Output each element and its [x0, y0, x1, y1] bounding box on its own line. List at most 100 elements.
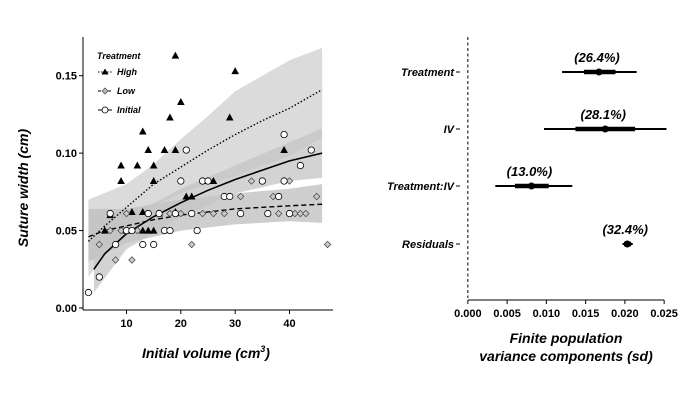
forest-x-axis-title-line1: Finite population: [510, 330, 623, 346]
y-axis-title: Suture width (cm): [15, 129, 31, 248]
forest-x-tick-label: 0.000: [454, 308, 482, 320]
fit-line-high: [87, 89, 323, 242]
x-axis-title: Initial volume (cm3): [142, 344, 270, 361]
x-axis-title-close: ): [263, 345, 270, 361]
data-point-initial: [84, 288, 93, 297]
data-point-high: [160, 146, 169, 154]
data-point-initial: [226, 192, 234, 201]
y-tick-label: 0.15: [56, 71, 77, 83]
x-tick-label: 20: [175, 318, 187, 330]
y-tick-label: 0.00: [56, 303, 77, 315]
data-point-high: [138, 226, 147, 234]
x-tick-label: 30: [229, 318, 241, 330]
data-point-high: [225, 113, 234, 121]
data-point-high: [149, 226, 158, 234]
data-point-initial: [204, 177, 212, 185]
data-point-low: [128, 256, 136, 264]
data-point-high: [128, 207, 136, 215]
data-point-low: [274, 209, 283, 218]
data-point-low: [302, 209, 310, 218]
data-point-initial: [139, 240, 147, 249]
data-point-high: [280, 146, 288, 154]
data-point-high: [133, 161, 142, 169]
data-point-high: [177, 98, 185, 106]
row-label-residuals: Residuals: [402, 239, 454, 251]
data-point-high: [166, 113, 174, 121]
point-estimate-treatment-iv: [527, 182, 535, 190]
data-point-high: [138, 127, 147, 135]
forest-x-tick-label: 0.015: [572, 308, 600, 320]
y-tick-label: 0.10: [56, 148, 77, 160]
data-point-high: [187, 192, 196, 200]
forest-x-tick-label: 0.010: [533, 308, 561, 320]
data-point-initial: [296, 161, 304, 170]
data-point-initial: [193, 226, 201, 235]
pct-label-treatment-iv: (13.0%): [507, 164, 553, 179]
data-point-high: [182, 192, 191, 200]
data-point-initial: [155, 209, 163, 218]
data-point-initial: [144, 209, 152, 218]
data-point-initial: [106, 209, 114, 218]
forest-x-tick-label: 0.005: [493, 308, 521, 320]
data-point-low: [95, 240, 103, 249]
data-point-high: [144, 226, 153, 234]
legend-entry-initial: Initial: [98, 105, 141, 115]
confidence-bands: [88, 47, 323, 293]
data-point-high: [171, 146, 180, 154]
legend-label-low: Low: [117, 86, 136, 96]
forest-rows: Treatment (26.4%) IV (28.1%) Treatment:IV (13…: [387, 50, 667, 251]
data-point-initial: [188, 209, 196, 218]
x-tick-label: 10: [120, 318, 132, 330]
data-point-low: [247, 177, 256, 185]
data-point-high: [100, 226, 109, 234]
point-estimate-iv: [601, 125, 609, 133]
legend: Treatment High Low Initial: [97, 51, 141, 115]
data-point-low: [122, 209, 131, 218]
data-point-low: [323, 240, 332, 249]
x-axis-title-main: Initial volume (cm: [142, 345, 260, 361]
legend-title: Treatment: [97, 51, 141, 61]
pct-label-treatment: (26.4%): [574, 50, 620, 65]
data-point-initial: [285, 209, 294, 218]
row-label-treatment: Treatment: [401, 67, 455, 79]
data-point-initial: [171, 209, 179, 218]
confidence-band-high: [88, 47, 323, 278]
data-point-high: [231, 67, 239, 75]
data-point-initial: [150, 240, 158, 249]
data-point-initial: [177, 177, 185, 185]
data-point-initial: [258, 177, 266, 185]
forest-x-tick-label: 0.025: [650, 308, 678, 320]
data-point-initial: [182, 146, 190, 154]
legend-entry-low: Low: [98, 86, 136, 96]
data-point-high: [149, 177, 158, 185]
legend-marker-high: [101, 68, 109, 75]
data-point-high: [149, 161, 158, 169]
scatter-panel: 0.00 0.05 0.10 0.15 10 20 30 40 Suture width (c…: [15, 37, 333, 361]
x-axis-title-superscript: 3: [260, 344, 265, 354]
data-point-low: [198, 209, 207, 218]
data-point-low: [236, 192, 245, 201]
data-point-initial: [95, 273, 103, 281]
data-point-low: [209, 209, 218, 218]
data-point-initial: [128, 226, 136, 235]
point-estimate-treatment: [595, 68, 603, 76]
forest-x-axis-title-line2: variance components (sd): [479, 348, 653, 364]
data-point-initial: [112, 240, 120, 249]
data-point-initial: [264, 209, 272, 218]
data-point-high: [171, 51, 180, 59]
data-point-high: [117, 161, 125, 169]
data-point-high: [209, 177, 218, 185]
data-point-initial: [166, 226, 174, 235]
data-point-initial: [275, 192, 283, 201]
data-point-high: [117, 177, 125, 185]
data-point-initial: [280, 177, 288, 185]
legend-entry-high: High: [98, 67, 137, 77]
forest-axes: 0.000 0.005 0.010 0.015 0.020 0.025: [454, 37, 678, 320]
legend-label-initial: Initial: [117, 105, 141, 115]
data-point-low: [220, 209, 228, 218]
data-point-initial: [237, 209, 245, 218]
data-point-high: [144, 146, 153, 154]
data-point-low: [188, 240, 196, 249]
forest-panel: 0.000 0.005 0.010 0.015 0.020 0.025 Treatment…: [387, 37, 678, 364]
